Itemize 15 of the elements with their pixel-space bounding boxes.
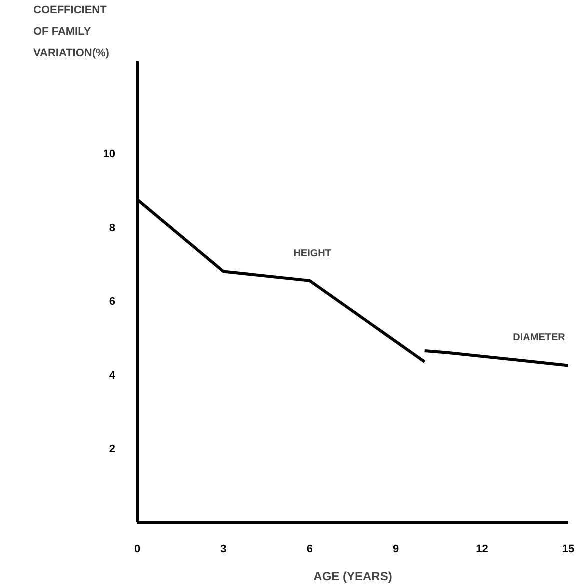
x-tick-label: 12 — [476, 544, 488, 556]
y-tick-label: 10 — [103, 148, 116, 161]
y-tick-label: 2 — [109, 444, 116, 456]
x-tick-label: 9 — [393, 544, 400, 556]
x-tick-label: 6 — [306, 544, 313, 556]
y-axis-title: COEFFICIENT OF FAMILY VARIATION(%) — [34, 4, 110, 60]
series-label: DIAMETER — [513, 332, 566, 344]
x-tick-label: 0 — [134, 544, 141, 556]
y-tick-label: 8 — [109, 222, 116, 234]
y-tick-label: 4 — [109, 370, 116, 382]
x-axis-title: AGE (YEARS) — [314, 570, 392, 584]
x-tick-label: 3 — [220, 544, 227, 556]
series-label: HEIGHT — [294, 248, 332, 260]
y-tick-label: 6 — [109, 296, 116, 308]
x-tick-label: 15 — [562, 544, 575, 556]
